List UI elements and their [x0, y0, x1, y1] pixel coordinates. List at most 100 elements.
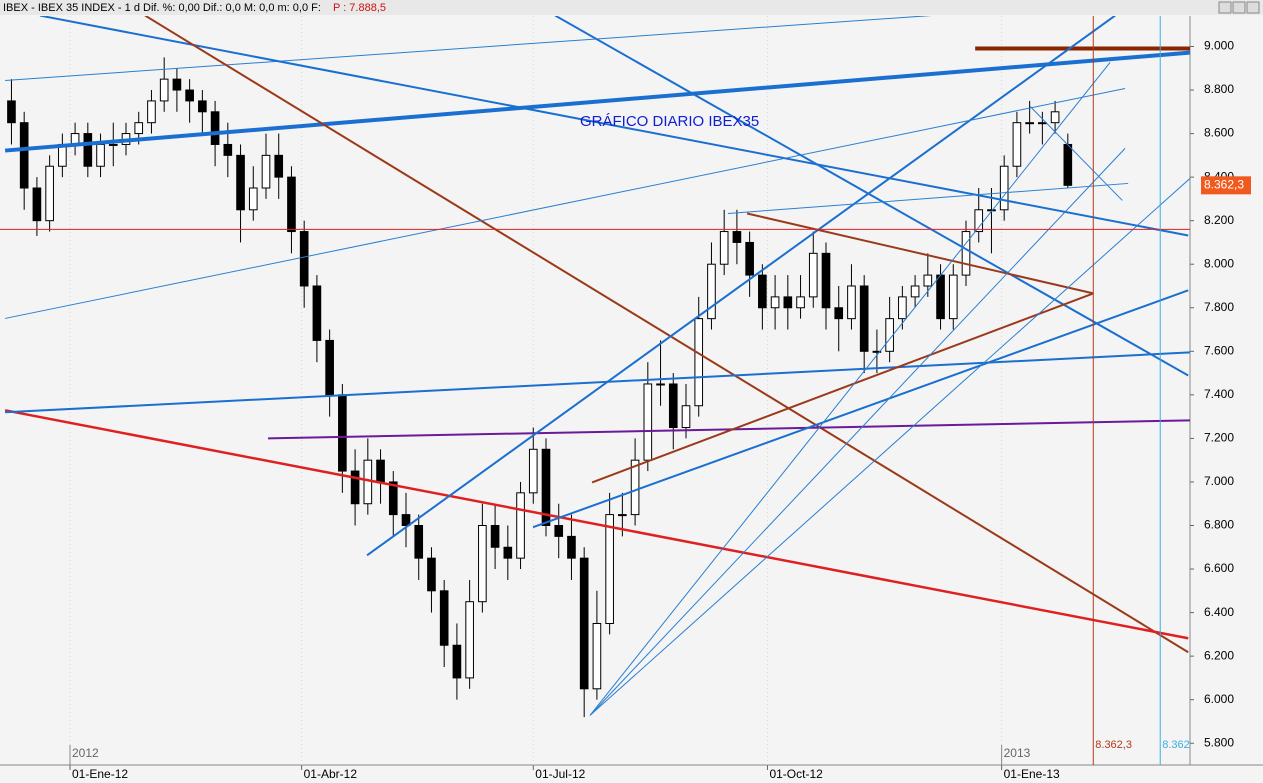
y-tick-label: 6.600 [1204, 561, 1234, 575]
candle-body [465, 601, 474, 679]
candle-body [1038, 122, 1047, 125]
x-tick-label: 01-Abr-12 [304, 767, 358, 781]
candle-body [974, 209, 984, 233]
candle-body [605, 514, 614, 624]
candle-body [528, 448, 538, 494]
candle-body [948, 274, 958, 320]
last-price-label: 8.362,3 [1204, 178, 1244, 192]
window-controls [1218, 1, 1260, 14]
candle-body [159, 78, 169, 102]
candle-body [783, 296, 793, 309]
trend-line [268, 419, 1190, 440]
candle-body [668, 383, 678, 429]
chart-title: GRÁFICO DIARIO IBEX35 [580, 113, 759, 130]
candle-body [961, 231, 971, 276]
candle-body [108, 143, 118, 146]
candle-body [847, 285, 856, 320]
candle-body [999, 165, 1009, 211]
header-text: IBEX - IBEX 35 INDEX - 1 d Dif. %: 0,00 … [3, 2, 321, 14]
y-tick-label: 6.200 [1204, 648, 1234, 662]
candle-body [134, 122, 144, 135]
candle-body [936, 274, 945, 320]
candle-body [808, 252, 818, 298]
y-tick-label: 7.800 [1204, 300, 1234, 314]
labels: 5.800 6.000 6.200 6.400 6.600 6.800 7.000 7.200… [72, 39, 1251, 781]
x-tick-label: 01-Oct-12 [769, 767, 823, 781]
x-tick-label: 01-Jul-12 [535, 767, 585, 781]
candle-body [338, 394, 347, 472]
y-tick-label: 5.800 [1204, 735, 1234, 749]
candle-body [83, 133, 93, 167]
candle-body [656, 383, 665, 386]
candle-body [567, 535, 576, 559]
candle-body [554, 524, 564, 537]
candle-body [376, 459, 385, 483]
candle-body [516, 492, 525, 559]
candle-body [923, 274, 933, 287]
candle-body [490, 524, 500, 548]
y-tick-label: 7.000 [1204, 474, 1234, 488]
candle-body [910, 285, 920, 298]
maximize-button[interactable] [1232, 1, 1246, 14]
candle-body [236, 154, 245, 211]
candle-body [898, 296, 907, 320]
x-tick-label: 01-Ene-12 [72, 767, 128, 781]
trend-line [1029, 106, 1123, 201]
minimize-button[interactable] [1218, 1, 1232, 14]
y-tick-label: 8.800 [1204, 82, 1234, 96]
candle-body [643, 383, 653, 461]
trend-line [532, 289, 1189, 529]
candle-body [885, 318, 894, 352]
candle-body [630, 459, 640, 516]
trend-line [4, 50, 1190, 153]
candle-body [541, 448, 551, 526]
y-tick-label: 6.400 [1204, 605, 1234, 619]
y-tick-label: 6.000 [1204, 692, 1234, 706]
y-tick-label: 7.200 [1204, 431, 1234, 445]
close-button[interactable] [1246, 1, 1260, 14]
candle-body [745, 241, 754, 276]
marker-label: 8.362,3 [1095, 739, 1132, 751]
y-tick-label: 8.200 [1204, 213, 1234, 227]
trend-line [727, 182, 1129, 214]
candle-body [223, 143, 233, 156]
y-tick-label: 9.000 [1204, 39, 1234, 53]
candle-body [503, 546, 513, 559]
candle-body [1050, 111, 1060, 124]
candle-body [707, 263, 716, 320]
trend-line [746, 212, 1094, 295]
y-tick-label: 7.600 [1204, 343, 1234, 357]
y-tick-label: 7.400 [1204, 387, 1234, 401]
candle-body [325, 339, 334, 396]
candle-body [478, 524, 487, 603]
trend-line [589, 148, 1126, 716]
candle-body [427, 557, 436, 592]
candle-body [210, 111, 220, 145]
candle-body [796, 296, 805, 309]
candle-body [579, 557, 589, 690]
candle-body [694, 318, 704, 407]
candle-body [732, 231, 742, 243]
candle-body [172, 78, 182, 91]
candle-body [7, 100, 16, 124]
candle-body [287, 176, 296, 233]
trend-line [5, 351, 1190, 414]
y-tick-label: 8.600 [1204, 126, 1234, 140]
candle-body [1012, 122, 1022, 167]
candle-body [261, 154, 271, 189]
candle-body [401, 514, 411, 526]
header-bar [0, 0, 1263, 15]
candle-body [96, 143, 105, 167]
candle-body [859, 285, 869, 352]
candle-body [185, 89, 194, 102]
last-price-tag [1201, 176, 1251, 195]
candle-body [872, 350, 882, 353]
candle-body [719, 231, 729, 265]
candle-body [414, 524, 424, 559]
candle-body [681, 405, 691, 429]
trend-line [366, 16, 1116, 557]
candle-body [618, 514, 627, 517]
candle-body [274, 154, 284, 178]
plot-area [0, 16, 1190, 765]
